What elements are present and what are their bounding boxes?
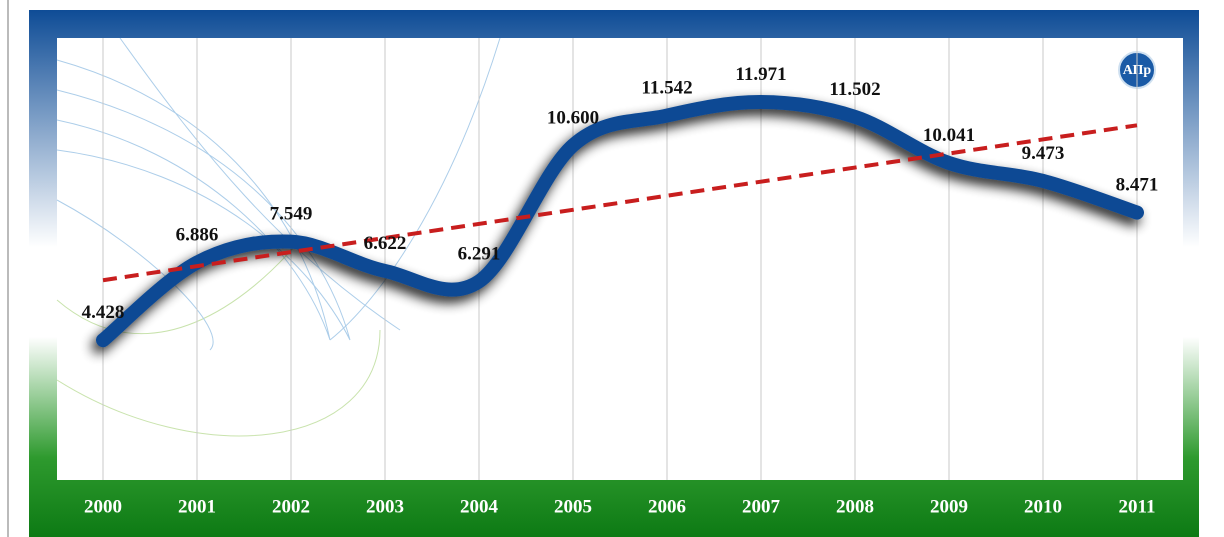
x-tick-label: 2000 xyxy=(84,496,122,517)
data-label: 11.542 xyxy=(641,78,692,99)
x-tick-label: 2001 xyxy=(178,496,216,517)
x-tick-label: 2007 xyxy=(742,496,781,517)
data-label: 4.428 xyxy=(82,302,125,323)
x-tick-label: 2005 xyxy=(554,496,592,517)
data-label: 8.471 xyxy=(1116,175,1159,196)
trend-line xyxy=(102,123,1138,283)
x-tick-label: 2003 xyxy=(366,496,404,517)
x-tick-label: 2002 xyxy=(272,496,310,517)
data-label: 6.886 xyxy=(176,225,219,246)
data-label: 6.291 xyxy=(458,243,501,264)
data-label: 7.549 xyxy=(270,204,313,225)
x-tick-label: 2006 xyxy=(648,496,686,517)
data-label: 6.622 xyxy=(364,233,407,254)
data-label: 11.502 xyxy=(829,79,880,100)
x-tick-label: 2004 xyxy=(460,496,499,517)
x-tick-label: 2008 xyxy=(836,496,874,517)
x-tick-label: 2011 xyxy=(1119,496,1156,517)
decoration xyxy=(56,37,501,437)
x-tick-label: 2009 xyxy=(930,496,968,517)
data-label: 11.971 xyxy=(735,64,786,85)
data-label: 10.600 xyxy=(547,107,599,128)
data-label: 9.473 xyxy=(1022,143,1065,164)
data-line xyxy=(96,95,1144,348)
plot-area xyxy=(57,38,1183,480)
x-tick-label: 2010 xyxy=(1024,496,1062,517)
data-label: 10.041 xyxy=(923,125,975,146)
